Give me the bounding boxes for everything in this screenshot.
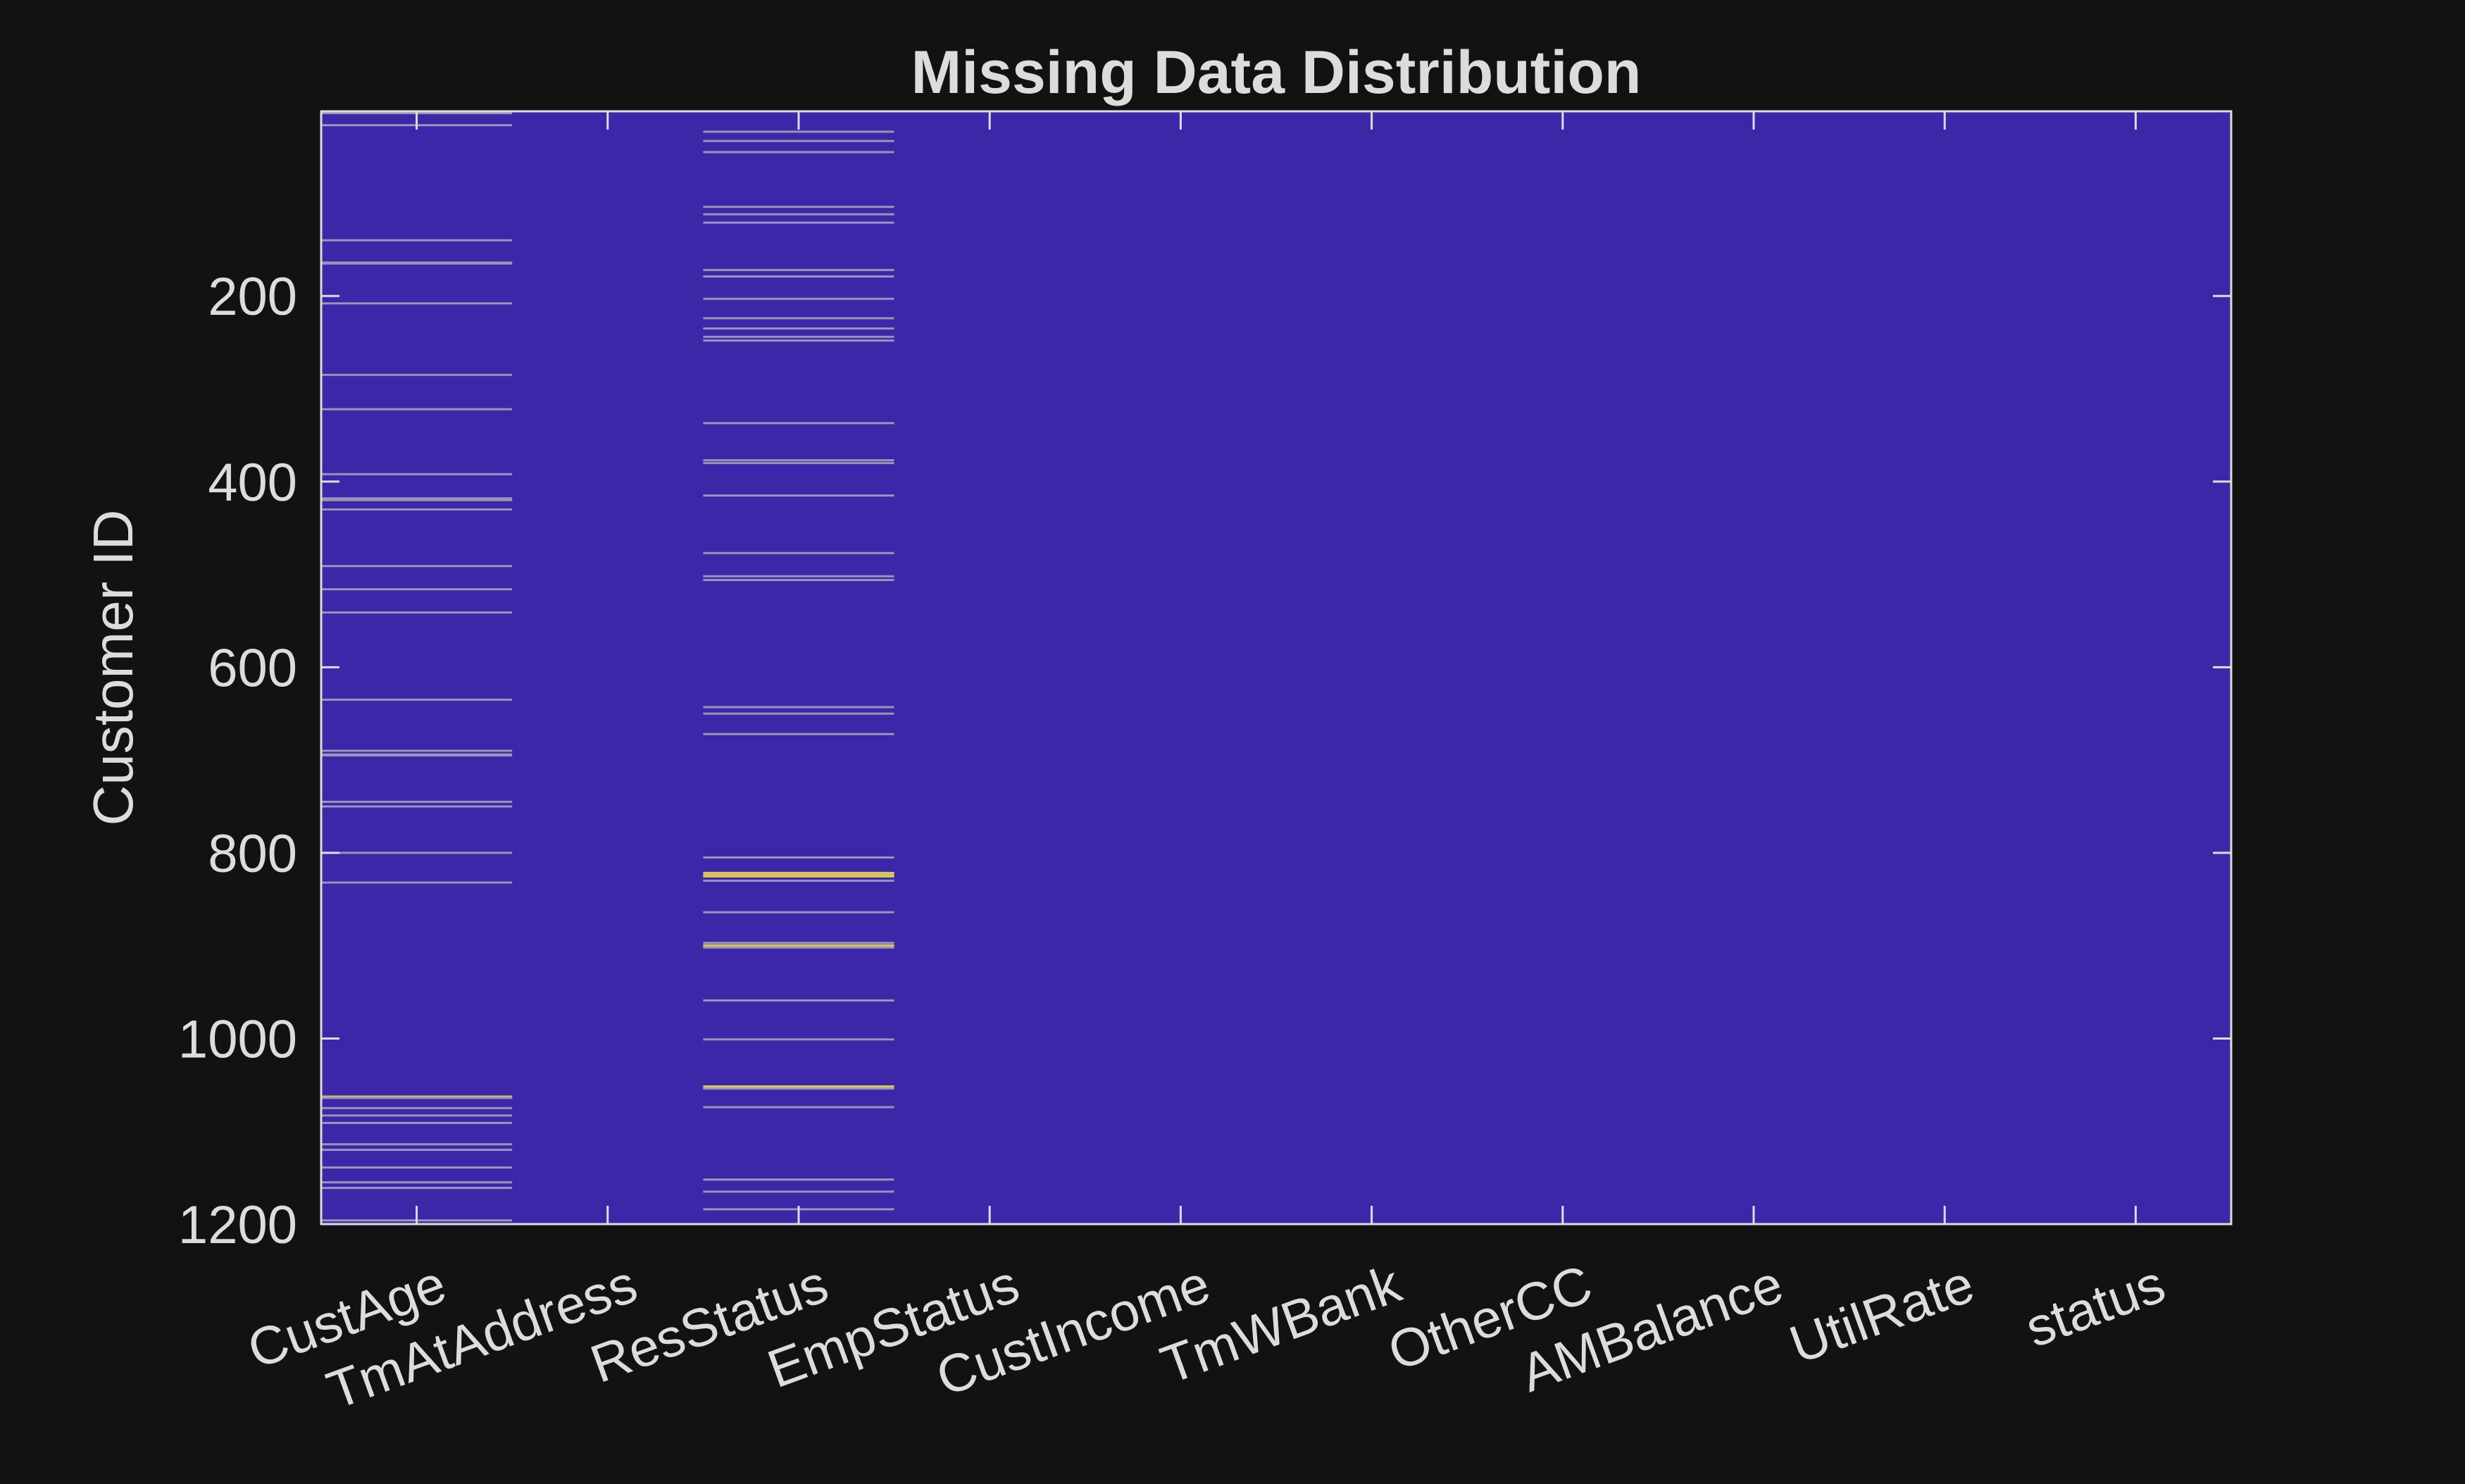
missing-mark-resstatus-1074: [703, 1106, 894, 1109]
missing-mark-resstatus-121: [703, 221, 894, 224]
missing-mark-resstatus-825: [703, 874, 894, 878]
missing-mark-resstatus-643: [703, 706, 894, 709]
missing-mark-custage-430: [321, 508, 513, 511]
missing-mark-custage-420: [321, 499, 513, 501]
missing-value-marks: [321, 112, 894, 1222]
missing-mark-custage-1155: [321, 1181, 513, 1184]
y-tick-label-200: 200: [208, 267, 297, 327]
missing-mark-resstatus-248: [703, 339, 894, 342]
missing-mark-resstatus-897: [703, 942, 894, 944]
missing-mark-custage-1120: [321, 1149, 513, 1152]
missing-mark-custage-690: [321, 749, 513, 752]
missing-mark-custage-208: [321, 302, 513, 305]
y-axis-label: Customer ID: [82, 510, 144, 826]
y-tick-label-400: 400: [208, 453, 297, 513]
missing-mark-resstatus-959: [703, 999, 894, 1002]
missing-mark-resstatus-104: [703, 206, 894, 208]
missing-mark-custage-491: [321, 565, 513, 568]
missing-mark-custage-541: [321, 611, 513, 614]
missing-mark-resstatus-224: [703, 317, 894, 320]
missing-mark-custage-750: [321, 805, 513, 808]
missing-mark-resstatus-830: [703, 879, 894, 882]
missing-mark-resstatus-672: [703, 732, 894, 735]
y-tick-label-600: 600: [208, 638, 297, 698]
missing-mark-resstatus-1052: [703, 1085, 894, 1088]
missing-mark-custage-140: [321, 239, 513, 242]
missing-mark-resstatus-1001: [703, 1038, 894, 1041]
missing-mark-resstatus-33: [703, 139, 894, 142]
missing-mark-resstatus-477: [703, 551, 894, 554]
chart-title: Missing Data Distribution: [911, 39, 1642, 106]
missing-mark-resstatus-23: [703, 130, 894, 133]
missing-mark-resstatus-203: [703, 297, 894, 300]
missing-mark-resstatus-506: [703, 578, 894, 581]
missing-mark-resstatus-650: [703, 712, 894, 715]
missing-mark-resstatus-172: [703, 268, 894, 271]
missing-mark-resstatus-179: [703, 275, 894, 278]
missing-mark-custage-745: [321, 800, 513, 803]
missing-mark-custage-165: [321, 262, 513, 265]
missing-mark-custage-1083: [321, 1114, 513, 1117]
missing-mark-custage-1161: [321, 1187, 513, 1190]
missing-mark-resstatus-1165: [703, 1190, 894, 1193]
missing-mark-resstatus-112: [703, 213, 894, 216]
missing-mark-custage-392: [321, 473, 513, 475]
missing-mark-resstatus-902: [703, 946, 894, 949]
missing-mark-resstatus-822: [703, 871, 894, 875]
missing-mark-custage-322: [321, 408, 513, 411]
missing-mark-custage-1114: [321, 1143, 513, 1146]
y-tick-label-1000: 1000: [178, 1009, 297, 1069]
heatmap-area: [321, 111, 2231, 1224]
y-tick-label-1200: 1200: [178, 1195, 297, 1255]
missing-mark-resstatus-1152: [703, 1178, 894, 1181]
y-tick-label-800: 800: [208, 824, 297, 884]
missing-mark-custage-1091: [321, 1121, 513, 1124]
missing-mark-resstatus-235: [703, 327, 894, 330]
missing-mark-resstatus-805: [703, 856, 894, 859]
missing-mark-custage-800: [321, 852, 513, 854]
missing-mark-custage-832: [321, 881, 513, 884]
missing-mark-resstatus-377: [703, 459, 894, 461]
missing-mark-custage-285: [321, 373, 513, 376]
missing-mark-custage-635: [321, 698, 513, 701]
missing-mark-resstatus-1054: [703, 1087, 894, 1090]
missing-mark-resstatus-415: [703, 494, 894, 497]
missing-mark-resstatus-864: [703, 911, 894, 914]
missing-mark-resstatus-45: [703, 151, 894, 154]
missing-mark-custage-516: [321, 588, 513, 591]
missing-mark-custage-418: [321, 497, 513, 500]
missing-mark-custage-1064: [321, 1097, 513, 1099]
missing-mark-resstatus-502: [703, 575, 894, 578]
missing-mark-resstatus-380: [703, 461, 894, 464]
missing-mark-custage-1139: [321, 1166, 513, 1169]
missing-mark-resstatus-337: [703, 422, 894, 425]
missing-mark-resstatus-244: [703, 335, 894, 338]
missing-mark-custage-1075: [321, 1106, 513, 1109]
missing-mark-resstatus-900: [703, 944, 894, 947]
y-axis: 200 400 600 800 1000 1200: [178, 267, 2231, 1255]
missing-mark-custage-695: [321, 754, 513, 757]
